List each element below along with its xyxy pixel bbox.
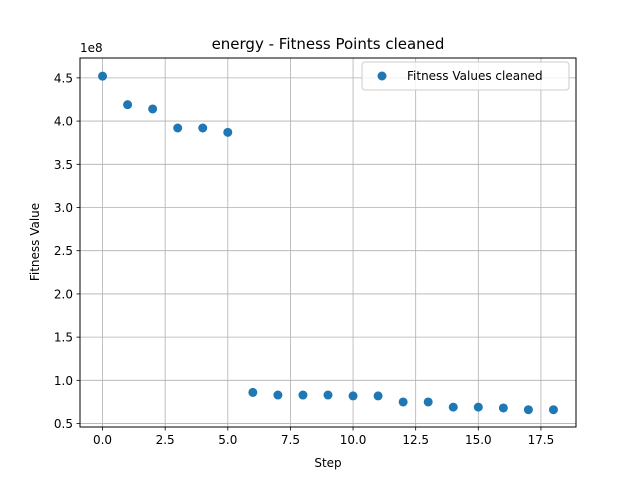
legend-box (361, 61, 570, 91)
data-point (273, 390, 283, 400)
data-points (98, 71, 558, 415)
y-tick-label: 1.0 (54, 374, 73, 388)
x-tick-label: 0.0 (93, 433, 112, 447)
data-point (423, 397, 433, 407)
y-tick-label: 4.5 (54, 71, 73, 85)
y-tick-label: 4.0 (54, 115, 73, 129)
grid-lines (80, 58, 576, 427)
data-point (248, 387, 258, 397)
legend-marker (377, 71, 387, 81)
y-axis-offset-label: 1e8 (80, 41, 103, 55)
x-tick-label: 17.5 (528, 433, 555, 447)
legend: Fitness Values cleaned (361, 61, 570, 91)
chart-title: energy - Fitness Points cleaned (212, 35, 445, 53)
data-point (148, 104, 158, 114)
legend-label: Fitness Values cleaned (407, 69, 543, 83)
data-point (473, 402, 483, 412)
data-point (323, 390, 333, 400)
x-tick-label: 5.0 (218, 433, 237, 447)
data-point (198, 123, 208, 133)
y-axis-ticks: 0.5 1.0 1.5 2.0 2.5 3.0 3.5 4.0 4.5 (54, 71, 80, 431)
data-point (373, 391, 383, 401)
plot-frame (79, 57, 577, 428)
x-axis-ticks: 0.0 2.5 5.0 7.5 10.0 12.5 15.0 17.5 (93, 427, 554, 447)
y-tick-label: 3.5 (54, 158, 73, 172)
data-point (523, 405, 533, 415)
x-tick-label: 15.0 (465, 433, 492, 447)
x-tick-label: 2.5 (156, 433, 175, 447)
data-point (298, 390, 308, 400)
y-tick-label: 2.0 (54, 287, 73, 301)
data-point (398, 397, 408, 407)
data-point (173, 123, 183, 133)
y-tick-label: 1.5 (54, 331, 73, 345)
data-point (348, 391, 358, 401)
data-point (98, 71, 108, 81)
data-point (498, 403, 508, 413)
data-point (448, 402, 458, 412)
x-tick-label: 12.5 (402, 433, 429, 447)
y-tick-label: 0.5 (54, 417, 73, 431)
data-point (223, 127, 233, 137)
y-tick-label: 2.5 (54, 244, 73, 258)
y-axis-label: Fitness Value (28, 203, 42, 281)
x-tick-label: 7.5 (281, 433, 300, 447)
data-point (548, 405, 558, 415)
x-tick-label: 10.0 (340, 433, 367, 447)
data-point (123, 100, 133, 110)
x-axis-label: Step (314, 456, 341, 470)
y-tick-label: 3.0 (54, 201, 73, 215)
